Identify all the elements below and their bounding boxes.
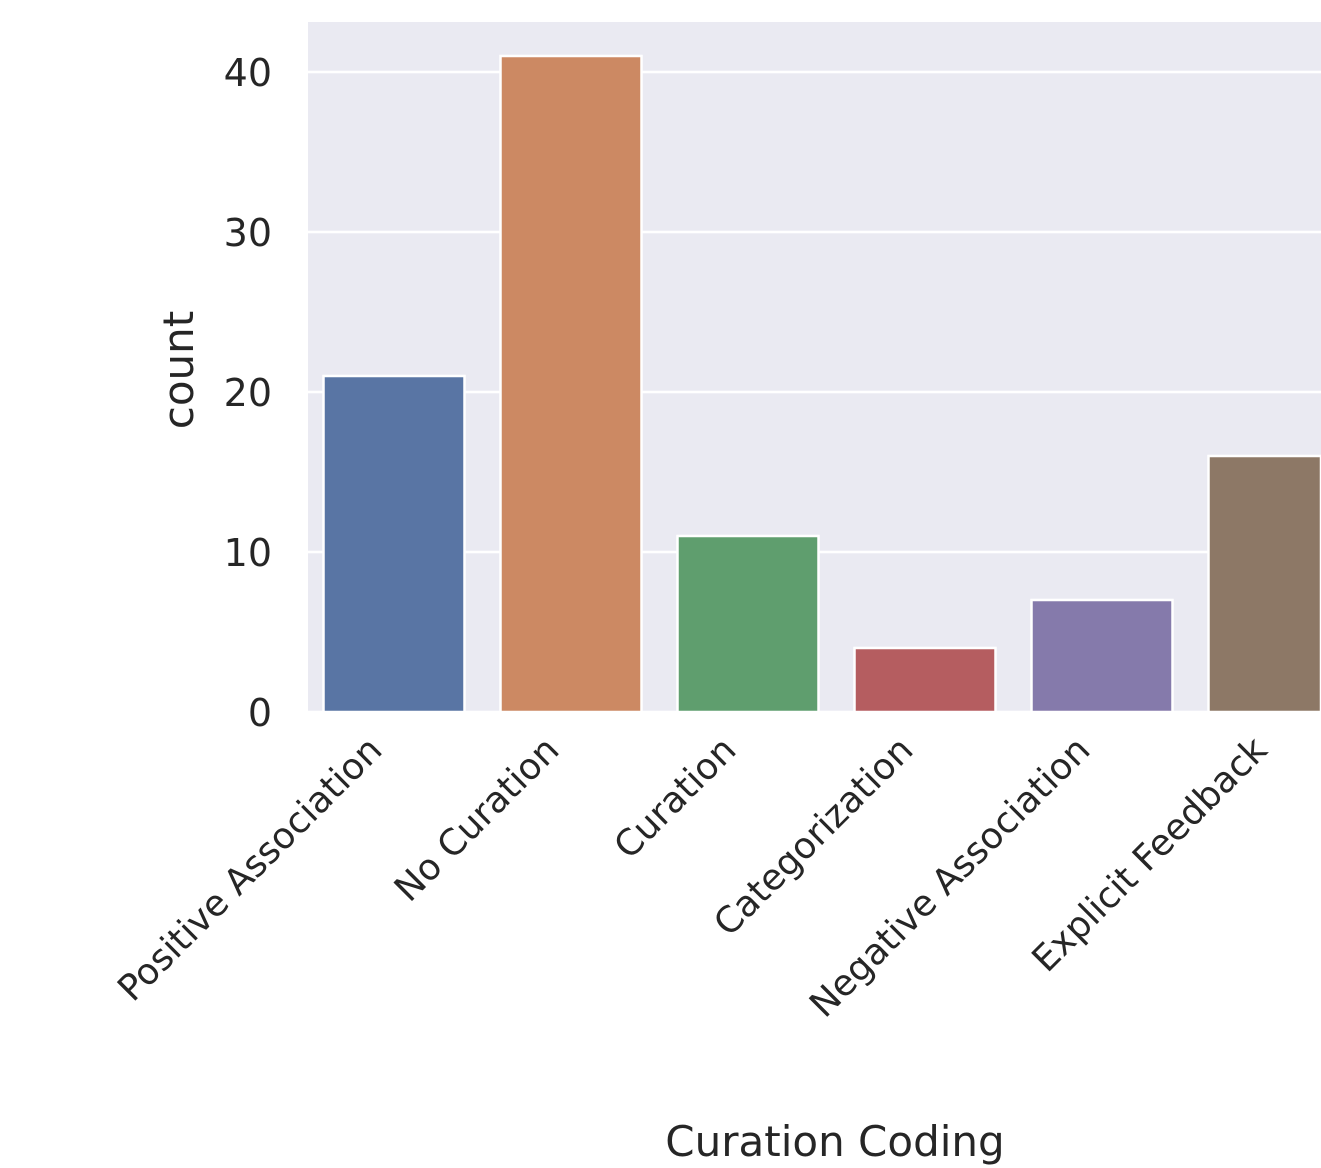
y-tick-label: 10 bbox=[224, 531, 272, 575]
bar bbox=[1207, 454, 1321, 714]
y-tick-labels: 0 10 20 30 40 bbox=[224, 51, 272, 735]
bar bbox=[676, 534, 820, 714]
y-tick-label: 30 bbox=[224, 211, 272, 255]
bar bbox=[1030, 598, 1174, 714]
x-tick-label: Negative Association bbox=[802, 729, 1098, 1025]
x-tick-label: Positive Association bbox=[110, 729, 390, 1009]
x-tick-label: Curation bbox=[607, 729, 745, 867]
y-tick-label: 40 bbox=[224, 51, 272, 95]
y-axis-label: count bbox=[154, 311, 203, 430]
x-tick-label: No Curation bbox=[387, 729, 567, 909]
bar bbox=[853, 646, 997, 714]
x-axis-label: Curation Coding bbox=[665, 1117, 1004, 1166]
y-tick-label: 20 bbox=[224, 371, 272, 415]
y-tick-label: 0 bbox=[248, 691, 272, 735]
bars bbox=[322, 54, 1321, 714]
bar bbox=[322, 374, 466, 714]
bar bbox=[499, 54, 643, 714]
